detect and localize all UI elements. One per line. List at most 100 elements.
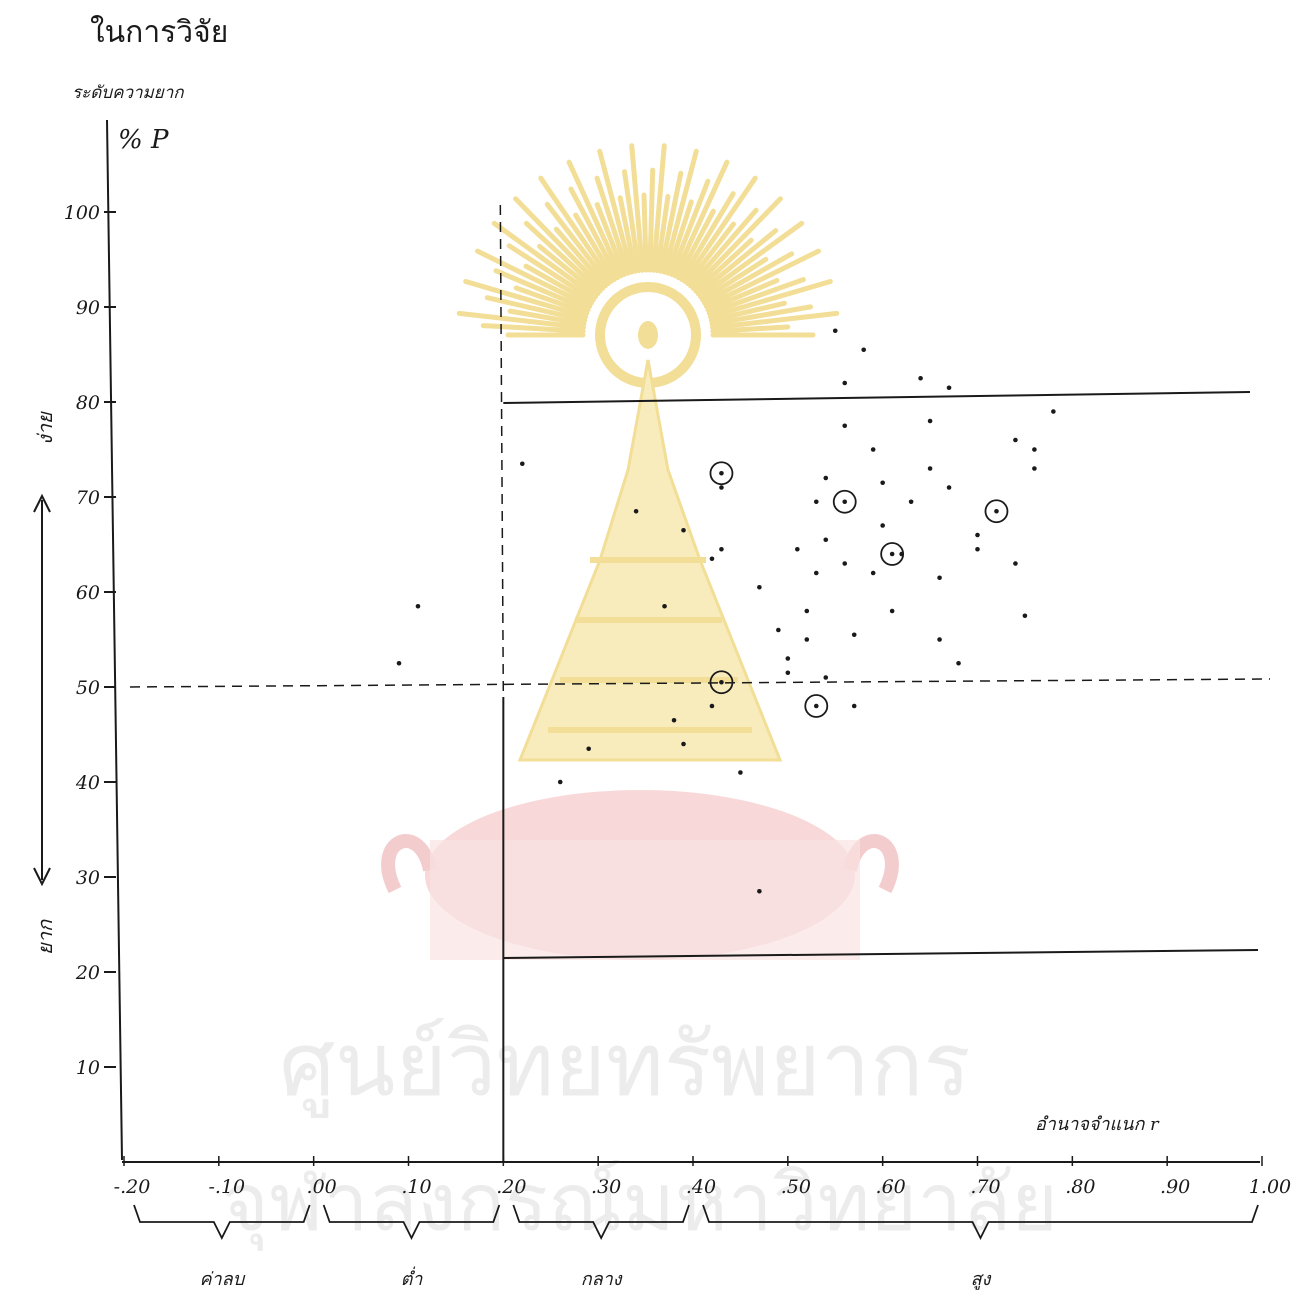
data-point (870, 570, 876, 576)
axis-ticks: 100 90 80 70 60 50 40 30 20 10 -.20 -.10 .00 .10 .20 .3… (64, 202, 1291, 1198)
y-tick-label: 60 (76, 582, 100, 604)
data-point (785, 656, 791, 661)
data-point (851, 703, 857, 709)
x-tick-label: 1.00 (1249, 1176, 1291, 1198)
data-point (937, 575, 942, 581)
data-point (851, 632, 857, 638)
circled-point (719, 679, 724, 685)
data-point (880, 523, 885, 528)
circled-point-ring (709, 461, 734, 486)
lower-bound-line (503, 949, 1259, 959)
y-tick-label: 100 (64, 202, 100, 224)
data-point (586, 746, 591, 752)
data-point (880, 480, 885, 486)
data-point (823, 675, 829, 680)
hard-label: ยาก (33, 919, 57, 955)
data-point (946, 385, 952, 391)
circled-point-ring (880, 542, 905, 566)
data-point (842, 561, 848, 566)
circled-point-ring (709, 670, 734, 695)
horizontal-reference-line (129, 678, 1271, 688)
chart-title: ในการวิจัย (90, 15, 228, 50)
y-tick-label: 90 (76, 297, 100, 319)
data-point (804, 637, 810, 642)
watermark-line-2: จุฬาลงกรณ์มหาวิทยาลัย (222, 1156, 1058, 1251)
x-tick-label: .80 (1065, 1176, 1095, 1198)
circled-point-ring (832, 489, 857, 514)
data-point (918, 375, 923, 381)
data-point (520, 461, 525, 467)
data-point (795, 546, 800, 552)
data-point (889, 608, 895, 614)
easy-label: ง่าย (33, 411, 57, 445)
circled-point (994, 508, 999, 514)
x-tick-label: .20 (496, 1176, 526, 1198)
watermark: ศูนย์วิทยทรัพยากร จุฬาลงกรณ์มหาวิทยาลัย (222, 143, 1058, 1251)
data-point (776, 627, 781, 633)
y-tick-label: 10 (76, 1057, 100, 1079)
x-tick-label: .10 (401, 1176, 431, 1198)
data-point (633, 508, 639, 514)
y-axis-label: ระดับความยาก (72, 83, 184, 103)
data-point (946, 485, 952, 490)
data-point (662, 603, 667, 609)
x-tick-label: -.20 (114, 1176, 151, 1198)
x-tick-label: .00 (307, 1176, 337, 1198)
discrimination-groups: ค่าลบ ต่ำ กลาง สูง (133, 1204, 1259, 1290)
group-brace (322, 1204, 501, 1241)
data-point (861, 347, 866, 353)
vertical-reference-line (499, 204, 505, 698)
data-point (1013, 437, 1018, 443)
watermark-emblem (381, 143, 899, 960)
group-label: ต่ำ (401, 1266, 424, 1290)
data-point (813, 570, 819, 576)
data-point (804, 608, 810, 614)
data-point (757, 584, 762, 590)
circled-point (889, 551, 895, 557)
x-tick-label: .50 (781, 1176, 811, 1198)
y-tick-label: 50 (76, 677, 100, 699)
x-tick-label: .60 (876, 1176, 906, 1198)
data-point (415, 603, 421, 609)
data-point (709, 556, 715, 562)
data-point (927, 466, 933, 471)
watermark-line-1: ศูนย์วิทยทรัพยากร (279, 1013, 970, 1118)
data-point (1032, 466, 1037, 471)
circled-point (719, 470, 724, 476)
data-point (785, 670, 791, 676)
circled-point (842, 499, 848, 505)
data-point (681, 527, 686, 533)
y-axis (106, 119, 123, 1161)
data-point (1013, 561, 1018, 566)
group-brace (702, 1204, 1259, 1241)
circled-point (813, 703, 819, 709)
data-point (975, 546, 980, 552)
y-tick-label: 70 (76, 487, 100, 509)
y-tick-label: 20 (75, 962, 100, 984)
group-brace (512, 1204, 690, 1241)
difficulty-arrow (33, 493, 51, 887)
data-point (557, 779, 563, 785)
data-point (975, 532, 980, 538)
data-point (709, 703, 715, 709)
x-tick-label: .40 (686, 1176, 716, 1198)
y-tick-label: 80 (76, 392, 100, 414)
data-point (671, 717, 677, 723)
data-point (823, 537, 829, 543)
circled-point-ring (804, 694, 829, 718)
group-label: สูง (971, 1269, 992, 1290)
data-point (1022, 613, 1028, 619)
group-label: ค่าลบ (200, 1269, 246, 1290)
group-label: กลาง (581, 1269, 623, 1290)
data-point (757, 888, 762, 894)
upper-bound-line (503, 391, 1251, 404)
data-point (681, 741, 686, 747)
data-point (908, 499, 914, 505)
x-tick-label: .70 (970, 1176, 1000, 1198)
x-tick-label: .30 (591, 1176, 621, 1198)
group-brace (133, 1204, 311, 1241)
y-axis-unit: % P (118, 125, 169, 155)
data-point (1051, 409, 1056, 414)
data-point (870, 447, 876, 452)
